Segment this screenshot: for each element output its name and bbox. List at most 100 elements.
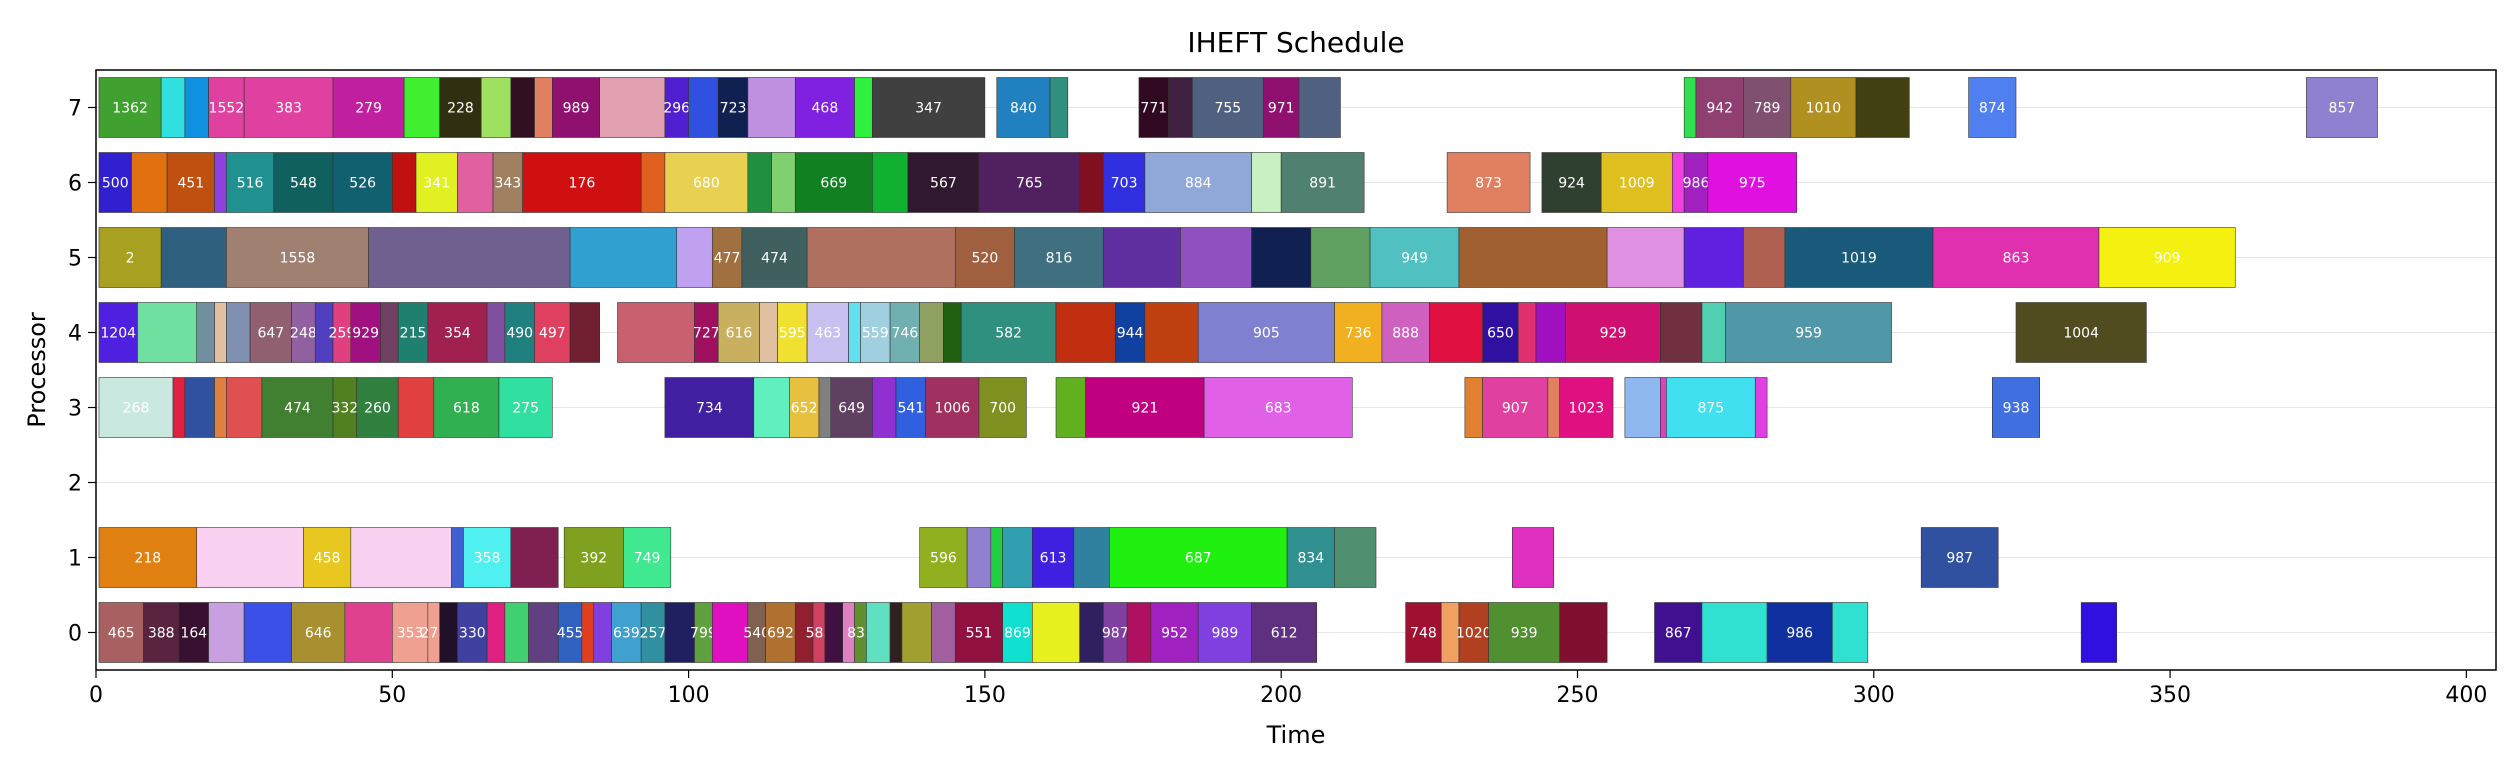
task-bar: [1049, 77, 1069, 138]
task-label: 949: [1401, 251, 1428, 267]
x-tick-label: 150: [964, 683, 1006, 708]
task-label: 749: [634, 551, 661, 567]
task-bar: [871, 152, 909, 213]
task-label: 248: [290, 326, 317, 342]
task-label: 700: [989, 401, 1016, 417]
task-bar: [1251, 602, 1318, 663]
task-bar: [907, 152, 980, 213]
task-bar: [1334, 302, 1383, 363]
task-bar: [504, 602, 529, 663]
task-bar: [2306, 77, 2378, 138]
task-bar: [2098, 227, 2236, 288]
task-bar: [640, 152, 666, 213]
task-bar: [954, 602, 1003, 663]
x-tick-label: 250: [1556, 683, 1598, 708]
task-label: 929: [352, 326, 379, 342]
task-bar: [871, 77, 986, 138]
task-label: 989: [563, 101, 590, 117]
task-label: 1558: [280, 251, 316, 267]
task-label: 455: [557, 626, 584, 642]
task-bar: [356, 377, 399, 438]
task-label: 458: [314, 551, 341, 567]
task-bar: [871, 377, 897, 438]
task-bar: [403, 77, 441, 138]
task-label: 218: [134, 551, 161, 567]
task-label: 330: [459, 626, 486, 642]
task-bar: [1073, 527, 1110, 588]
task-label: 987: [1946, 551, 1973, 567]
task-bar: [1446, 152, 1531, 213]
task-label: 952: [1161, 626, 1188, 642]
task-label: 975: [1739, 176, 1766, 192]
task-bar: [860, 302, 891, 363]
task-bar: [98, 527, 198, 588]
task-bar: [1790, 77, 1857, 138]
task-bar: [925, 377, 980, 438]
task-bar: [747, 77, 796, 138]
task-label: 944: [1117, 326, 1144, 342]
task-bar: [771, 152, 796, 213]
task-label: 341: [423, 176, 450, 192]
task-bar: [98, 302, 138, 363]
task-bar: [901, 602, 932, 663]
y-axis-ticks: 0 1 2 3 4 5 6 7: [68, 97, 96, 647]
task-bar: [1109, 527, 1288, 588]
task-bar: [261, 377, 334, 438]
task-bar: [593, 602, 612, 663]
task-label: 789: [1754, 101, 1781, 117]
task-label: 723: [720, 101, 747, 117]
task-bar: [457, 602, 488, 663]
task-bar: [711, 227, 743, 288]
task-bar: [226, 227, 369, 288]
task-bar: [1197, 302, 1335, 363]
task-bar: [196, 302, 215, 363]
task-label: 875: [1697, 401, 1724, 417]
x-axis-ticks: 0 50 100 150 200 250 300 350 400: [89, 670, 2487, 708]
task-label: 215: [400, 326, 427, 342]
task-label: 755: [1214, 101, 1241, 117]
task-bar: [208, 77, 245, 138]
task-bar: [717, 77, 749, 138]
task-label: 863: [2003, 251, 2030, 267]
task-bar: [1114, 302, 1146, 363]
task-bar: [492, 152, 523, 213]
y-axis-label: Processor: [23, 312, 51, 428]
task-bar: [415, 152, 458, 213]
y-tick-label: 5: [68, 247, 82, 272]
task-bar: [569, 227, 678, 288]
task-bar: [98, 152, 132, 213]
task-bar: [1559, 377, 1614, 438]
task-label: 986: [1786, 626, 1813, 642]
task-bar: [919, 527, 968, 588]
task-bar: [1458, 602, 1489, 663]
task-bar: [1565, 302, 1661, 363]
task-label: 520: [972, 251, 999, 267]
task-bar: [344, 602, 393, 663]
task-label: 465: [108, 626, 135, 642]
task-label: 582: [995, 326, 1022, 342]
task-label: 613: [1040, 551, 1067, 567]
task-bar: [1482, 377, 1549, 438]
task-label: 692: [767, 626, 794, 642]
task-label: 612: [1271, 626, 1298, 642]
x-tick-label: 400: [2445, 683, 2487, 708]
task-bar: [214, 377, 227, 438]
task-label: 1023: [1569, 401, 1605, 417]
task-bar: [391, 152, 417, 213]
task-bar: [777, 302, 808, 363]
task-label: 164: [180, 626, 207, 642]
task-label: 259: [329, 326, 356, 342]
task-bar: [1541, 152, 1602, 213]
task-bar: [1085, 377, 1205, 438]
task-label: 736: [1345, 326, 1372, 342]
task-bar: [889, 302, 921, 363]
task-bar: [551, 77, 601, 138]
task-label: 541: [897, 401, 924, 417]
task-bar: [214, 152, 227, 213]
task-label: 296: [663, 101, 690, 117]
task-bar: [1079, 602, 1104, 663]
task-bar: [581, 602, 595, 663]
task-bar: [1920, 527, 1999, 588]
task-bar: [943, 302, 962, 363]
y-tick-label: 6: [68, 172, 82, 197]
